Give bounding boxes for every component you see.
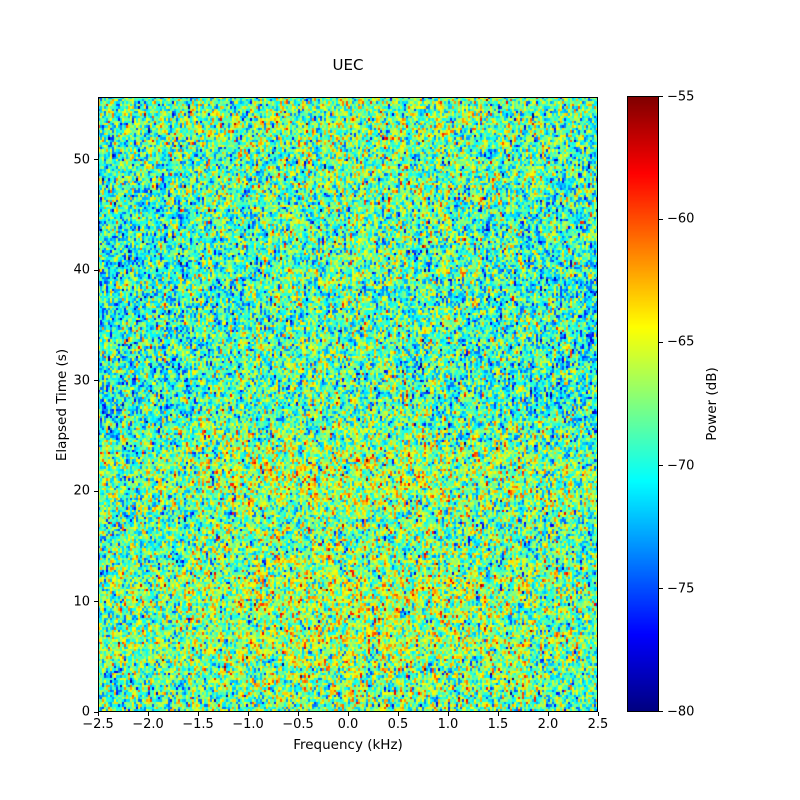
x-tick-label: 0.5 bbox=[387, 717, 409, 732]
x-tick-label: 1.0 bbox=[437, 717, 459, 732]
y-tick-mark bbox=[94, 269, 98, 271]
y-tick-mark bbox=[94, 159, 98, 161]
colorbar-label: Power (dB) bbox=[704, 367, 720, 441]
y-tick-mark bbox=[94, 711, 98, 713]
y-tick-mark bbox=[94, 490, 98, 492]
colorbar-tick-label: −75 bbox=[667, 581, 695, 597]
x-tick-mark bbox=[497, 712, 499, 716]
colorbar-tick-mark bbox=[659, 711, 663, 712]
title-line-main: UEC bbox=[332, 56, 364, 74]
colorbar-tick-mark bbox=[659, 341, 663, 343]
spectrogram-heatmap bbox=[98, 97, 598, 712]
x-tick-label: −0.5 bbox=[282, 717, 314, 732]
y-tick-mark bbox=[94, 380, 98, 382]
x-tick-mark bbox=[247, 712, 249, 716]
x-tick-mark bbox=[597, 712, 599, 716]
colorbar-gradient bbox=[627, 96, 659, 712]
x-tick-label: 2.5 bbox=[587, 717, 609, 732]
x-tick-mark bbox=[97, 712, 99, 716]
y-tick-label: 0 bbox=[81, 704, 90, 720]
x-tick-label: 1.5 bbox=[487, 717, 509, 732]
colorbar-tick-mark bbox=[659, 218, 663, 220]
x-tick-mark bbox=[197, 712, 199, 716]
x-tick-mark bbox=[547, 712, 549, 716]
colorbar-tick-mark bbox=[659, 588, 663, 590]
colorbar-border bbox=[627, 96, 659, 712]
x-tick-label: −1.5 bbox=[182, 717, 214, 732]
x-tick-mark bbox=[397, 712, 399, 716]
y-tick-mark bbox=[94, 601, 98, 603]
colorbar-tick-label: −65 bbox=[667, 334, 695, 350]
x-tick-mark bbox=[347, 712, 349, 716]
y-axis-label: Elapsed Time (s) bbox=[54, 348, 70, 462]
colorbar-tick-label: −80 bbox=[667, 704, 695, 719]
y-tick-label: 30 bbox=[73, 373, 90, 389]
x-tick-mark bbox=[297, 712, 299, 716]
y-tick-label: 50 bbox=[73, 152, 90, 168]
x-tick-label: −2.5 bbox=[82, 717, 114, 732]
x-tick-label: 2.0 bbox=[537, 717, 559, 732]
plot-border bbox=[98, 97, 598, 712]
x-tick-label: 0.0 bbox=[337, 717, 359, 732]
x-tick-label: −2.0 bbox=[132, 717, 164, 732]
colorbar-tick-mark bbox=[659, 465, 663, 467]
y-tick-label: 20 bbox=[73, 483, 90, 499]
x-tick-mark bbox=[447, 712, 449, 716]
x-tick-mark bbox=[147, 712, 149, 716]
colorbar-tick-mark bbox=[659, 96, 663, 97]
colorbar-tick-label: −55 bbox=[667, 89, 695, 104]
colorbar-tick-label: −70 bbox=[667, 458, 695, 474]
y-tick-label: 40 bbox=[73, 262, 90, 278]
x-axis-label: Frequency (kHz) bbox=[293, 737, 403, 753]
x-tick-label: −1.0 bbox=[232, 717, 264, 732]
colorbar-tick-label: −60 bbox=[667, 211, 695, 227]
y-tick-label: 10 bbox=[73, 594, 90, 610]
